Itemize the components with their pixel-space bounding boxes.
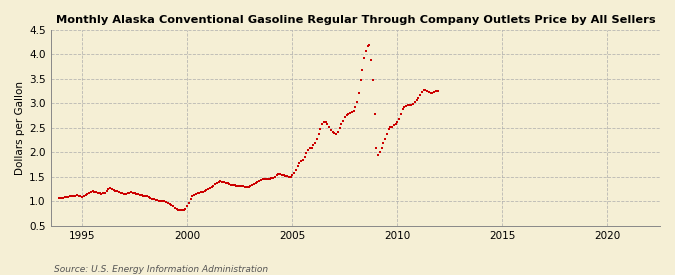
Text: Source: U.S. Energy Information Administration: Source: U.S. Energy Information Administ… <box>54 265 268 274</box>
Y-axis label: Dollars per Gallon: Dollars per Gallon <box>15 81 25 175</box>
Title: Monthly Alaska Conventional Gasoline Regular Through Company Outlets Price by Al: Monthly Alaska Conventional Gasoline Reg… <box>55 15 655 25</box>
